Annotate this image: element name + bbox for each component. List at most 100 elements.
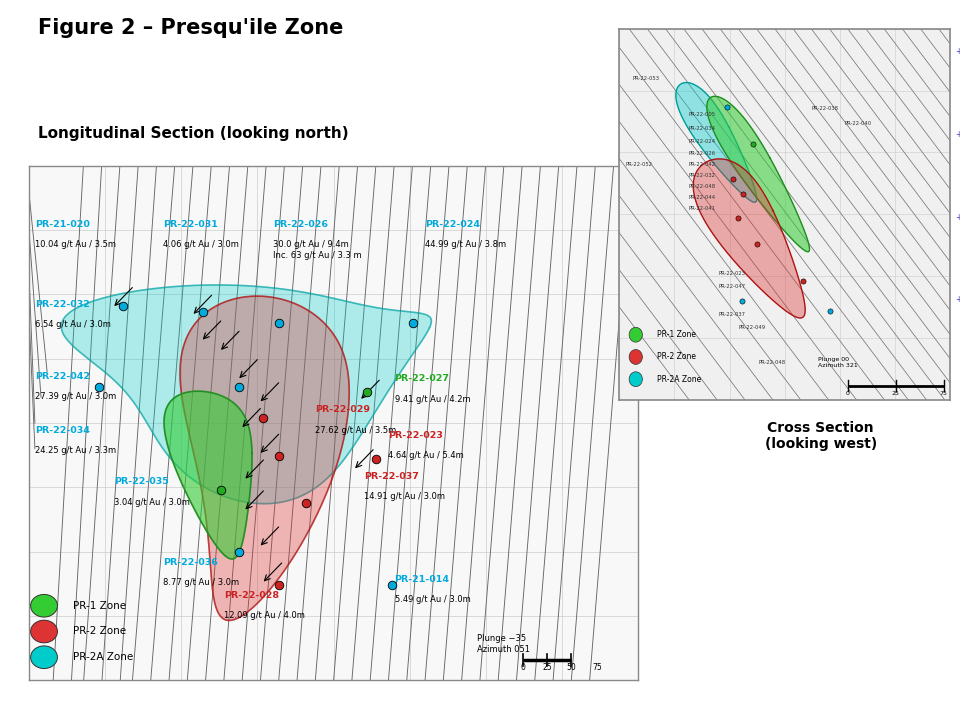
Text: PR-1 Zone: PR-1 Zone <box>658 330 696 339</box>
Text: PR-1 Zone: PR-1 Zone <box>73 600 127 611</box>
Text: 0: 0 <box>520 663 525 672</box>
Text: PR-22-024: PR-22-024 <box>425 220 480 229</box>
Point <box>405 317 420 328</box>
Circle shape <box>629 349 642 364</box>
Point <box>271 580 286 591</box>
Text: 6.54 g/t Au / 3.0m: 6.54 g/t Au / 3.0m <box>35 320 110 329</box>
Text: PR-2A Zone: PR-2A Zone <box>658 374 702 384</box>
Text: PR-21-020: PR-21-020 <box>35 220 90 229</box>
Text: 25: 25 <box>542 663 552 672</box>
Text: 24.25 g/t Au / 3.3m: 24.25 g/t Au / 3.3m <box>35 446 116 455</box>
Point <box>795 275 810 287</box>
Point <box>735 188 751 199</box>
Text: 12.09 g/t Au / 4.0m: 12.09 g/t Au / 4.0m <box>224 611 304 620</box>
Text: PR-22-027: PR-22-027 <box>395 374 449 383</box>
Text: Longitudinal Section (looking north): Longitudinal Section (looking north) <box>38 126 349 141</box>
Text: 30.0 g/t Au / 9.4m
Inc. 63 g/t Au / 3.3 m: 30.0 g/t Au / 9.4m Inc. 63 g/t Au / 3.3 … <box>273 240 361 260</box>
Text: PR-22-034: PR-22-034 <box>35 426 90 435</box>
Text: PR-2 Zone: PR-2 Zone <box>658 353 696 361</box>
Text: PR-22-044: PR-22-044 <box>688 195 716 200</box>
Point <box>271 451 286 462</box>
Text: 75: 75 <box>940 391 948 396</box>
Text: 50: 50 <box>566 663 576 672</box>
Text: 44.99 g/t Au / 3.8m: 44.99 g/t Au / 3.8m <box>425 240 506 249</box>
Text: PR-22-052: PR-22-052 <box>626 162 653 166</box>
Polygon shape <box>61 285 431 504</box>
Point <box>231 546 247 557</box>
Point <box>369 454 384 465</box>
Text: Cross Section
(looking west): Cross Section (looking west) <box>765 421 876 451</box>
Text: 3.04 g/t Au / 3.0m: 3.04 g/t Au / 3.0m <box>114 498 190 507</box>
Point <box>384 580 399 591</box>
Text: 8.77 g/t Au / 3.0m: 8.77 g/t Au / 3.0m <box>163 578 239 588</box>
Point <box>731 212 746 224</box>
Point <box>195 307 210 318</box>
Point <box>255 412 271 423</box>
Text: PR-21-014: PR-21-014 <box>395 575 449 584</box>
Point <box>719 101 734 112</box>
Text: PR-22-034: PR-22-034 <box>688 127 716 132</box>
Circle shape <box>31 646 58 669</box>
Text: PR-22-032: PR-22-032 <box>688 173 716 178</box>
Text: PR-22-023: PR-22-023 <box>718 271 746 276</box>
Text: PR-22-037: PR-22-037 <box>364 472 419 481</box>
Text: 27.62 g/t Au / 3.5m: 27.62 g/t Au / 3.5m <box>315 426 396 435</box>
Circle shape <box>31 595 58 617</box>
Polygon shape <box>180 296 349 621</box>
Text: 10.04 g/t Au / 3.5m: 10.04 g/t Au / 3.5m <box>35 240 116 249</box>
Text: PR-22-026: PR-22-026 <box>688 150 716 156</box>
Text: 4.06 g/t Au / 3.0m: 4.06 g/t Au / 3.0m <box>163 240 239 249</box>
Text: Plunge −35
Azimuth 051: Plunge −35 Azimuth 051 <box>477 634 530 654</box>
Polygon shape <box>676 83 756 202</box>
Text: +2925: +2925 <box>955 130 960 139</box>
Text: PR-22-029: PR-22-029 <box>315 405 371 414</box>
Text: PR-22-048: PR-22-048 <box>758 360 785 365</box>
Text: PR-2 Zone: PR-2 Zone <box>73 626 127 636</box>
Text: 25: 25 <box>892 391 900 396</box>
Text: PR-22-042: PR-22-042 <box>35 372 90 381</box>
Text: PR-22-049: PR-22-049 <box>738 325 765 330</box>
Point <box>746 138 761 150</box>
Point <box>213 484 228 495</box>
Circle shape <box>629 372 642 387</box>
Text: Figure 2 – Presqu'ile Zone: Figure 2 – Presqu'ile Zone <box>38 18 344 38</box>
Text: PR-2A Zone: PR-2A Zone <box>73 652 133 662</box>
Text: 27.39 g/t Au / 3.0m: 27.39 g/t Au / 3.0m <box>35 392 116 401</box>
Text: PR-22-023: PR-22-023 <box>389 431 444 440</box>
Polygon shape <box>693 159 805 318</box>
Text: 14.91 g/t Au / 3.0m: 14.91 g/t Au / 3.0m <box>364 492 445 502</box>
Text: Plunge 00
Azimuth 321: Plunge 00 Azimuth 321 <box>818 357 857 368</box>
Text: PR-22-036: PR-22-036 <box>163 558 218 567</box>
Text: PR-22-026: PR-22-026 <box>273 220 327 229</box>
Text: 4.64 g/t Au / 5.4m: 4.64 g/t Au / 5.4m <box>389 451 465 460</box>
Point <box>115 300 131 311</box>
Text: PR-22-005: PR-22-005 <box>688 112 716 117</box>
Text: PR-22-031: PR-22-031 <box>163 220 218 229</box>
Text: +2775: +2775 <box>955 295 960 304</box>
Point <box>231 381 247 392</box>
Text: 75: 75 <box>592 663 602 672</box>
Point <box>734 296 750 307</box>
Text: PR-22-038: PR-22-038 <box>811 106 838 111</box>
Polygon shape <box>707 96 809 252</box>
Polygon shape <box>164 391 252 559</box>
Text: PR-22-028: PR-22-028 <box>224 590 279 600</box>
Point <box>359 387 374 398</box>
Point <box>822 305 837 316</box>
Text: PR-22-041: PR-22-041 <box>688 206 716 211</box>
Text: PR-22-042: PR-22-042 <box>688 162 716 166</box>
Circle shape <box>31 620 58 643</box>
Text: PR-22-053: PR-22-053 <box>633 76 660 81</box>
Text: PR-22-048: PR-22-048 <box>688 184 716 189</box>
Text: PR-22-037: PR-22-037 <box>718 312 746 317</box>
Text: PR-22-032: PR-22-032 <box>35 300 90 309</box>
Text: PR-22-024: PR-22-024 <box>688 140 716 145</box>
Text: PR-22-047: PR-22-047 <box>718 284 746 289</box>
Text: PR-22-035: PR-22-035 <box>114 477 169 486</box>
Point <box>726 174 741 185</box>
Text: 5.49 g/t Au / 3.0m: 5.49 g/t Au / 3.0m <box>395 595 470 605</box>
Circle shape <box>629 328 642 342</box>
Text: 9.41 g/t Au / 4.2m: 9.41 g/t Au / 4.2m <box>395 395 470 404</box>
Text: PR-22-040: PR-22-040 <box>845 121 872 126</box>
Text: +2850: +2850 <box>955 213 960 222</box>
